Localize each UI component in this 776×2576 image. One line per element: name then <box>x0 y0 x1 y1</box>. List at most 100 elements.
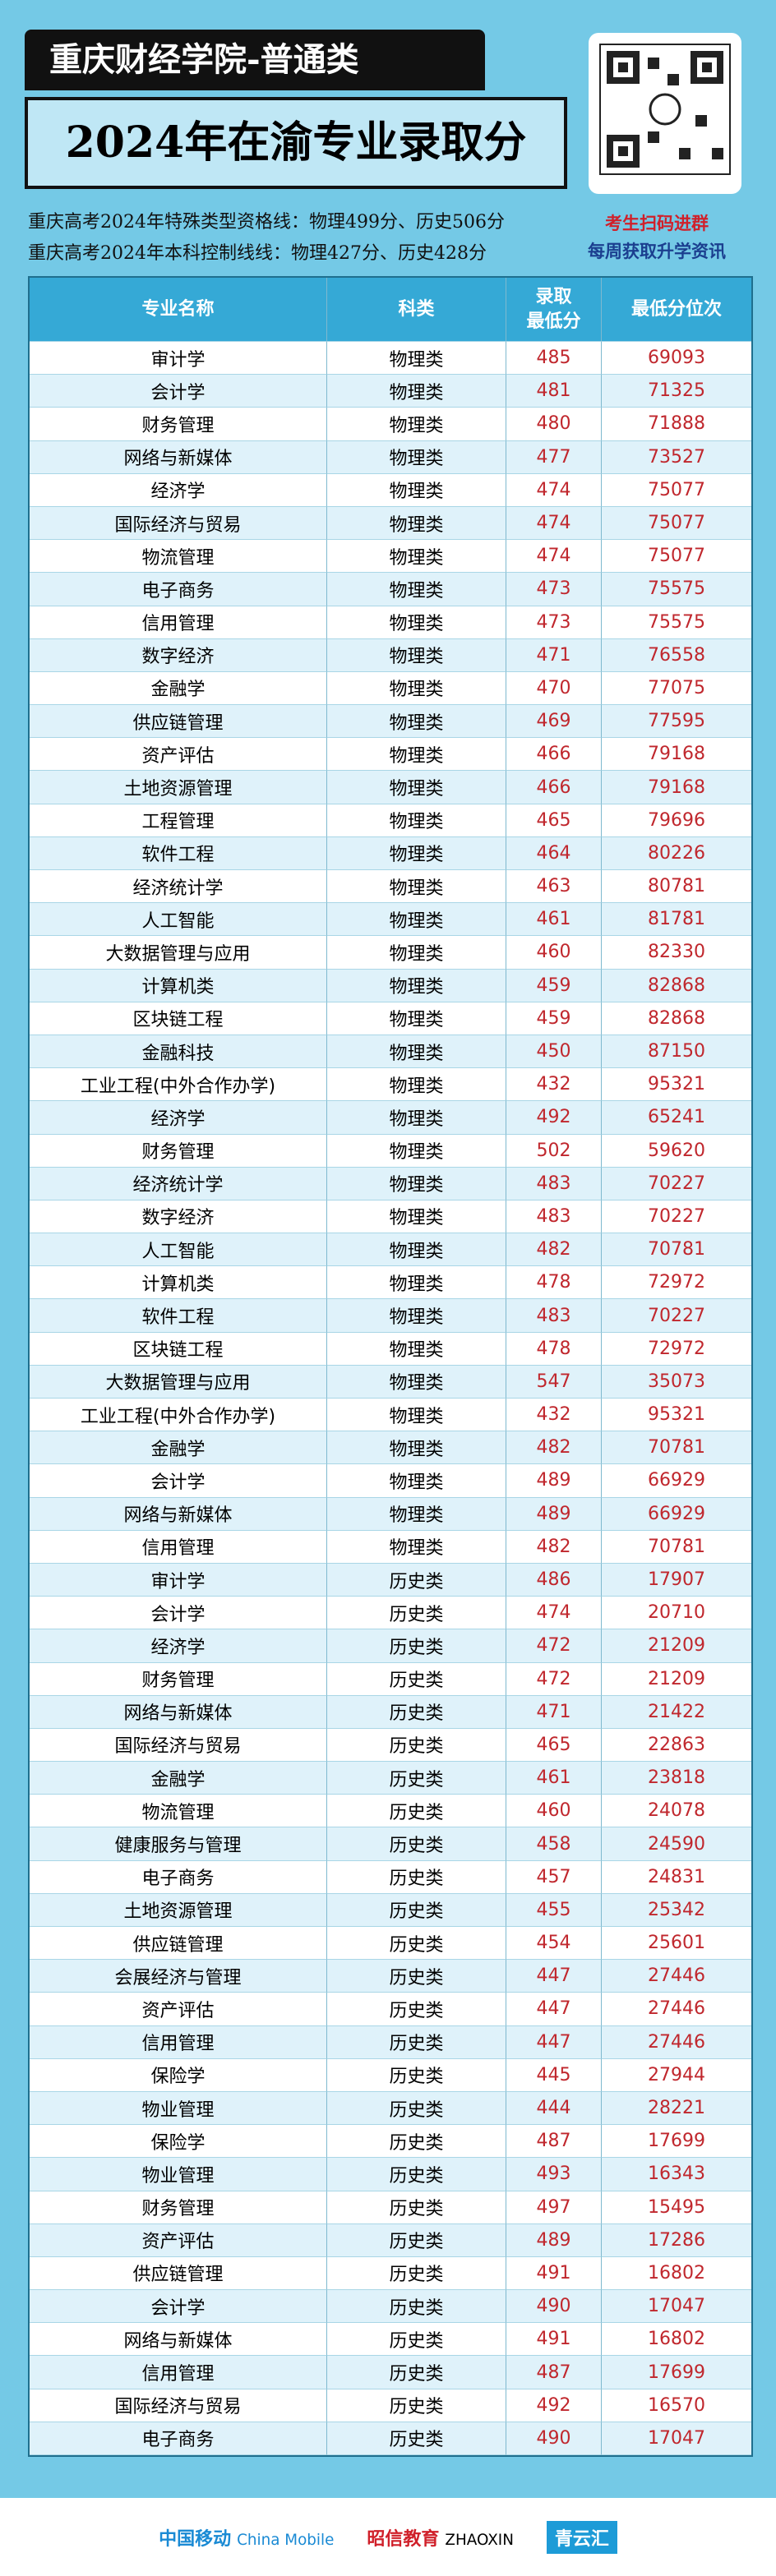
cell: 469 <box>506 705 602 739</box>
table-row: 金融学 物理类 470 77075 <box>30 671 751 706</box>
table-row: 供应链管理 历史类 454 25601 <box>30 1927 751 1961</box>
cell: 供应链管理 <box>30 2256 327 2291</box>
cell: 供应链管理 <box>30 705 327 739</box>
logo-text: 昭信教育 <box>367 2528 440 2550</box>
cell: 网络与新媒体 <box>30 1695 327 1729</box>
table-row: 财务管理 历史类 472 21209 <box>30 1662 751 1696</box>
cell: 471 <box>506 638 602 672</box>
cell: 历史类 <box>327 1597 506 1630</box>
cell: 447 <box>506 1993 602 2026</box>
cell: 历史类 <box>327 1629 506 1663</box>
table-row: 电子商务 历史类 490 17047 <box>30 2422 751 2455</box>
footer: 中国移动 China Mobile 昭信教育 ZHAOXIN 青云汇 <box>0 2498 776 2576</box>
cell: 474 <box>506 473 602 507</box>
cell: 物业管理 <box>30 2158 327 2191</box>
cell: 物理类 <box>327 1464 506 1498</box>
cell: 物流管理 <box>30 540 327 574</box>
cell: 432 <box>506 1068 602 1102</box>
cell: 461 <box>506 1762 602 1795</box>
cell: 历史类 <box>327 1762 506 1795</box>
table-row: 会展经济与管理 历史类 447 27446 <box>30 1960 751 1993</box>
cell: 物理类 <box>327 573 506 606</box>
cell: 健康服务与管理 <box>30 1827 327 1861</box>
cell: 数字经济 <box>30 1200 327 1234</box>
cell: 82868 <box>602 1002 751 1035</box>
cell: 资产评估 <box>30 2223 327 2257</box>
cell: 461 <box>506 903 602 937</box>
cell: 物理类 <box>327 342 506 376</box>
cell: 79696 <box>602 804 751 837</box>
cell: 491 <box>506 2323 602 2357</box>
table-row: 经济学 物理类 492 65241 <box>30 1101 751 1135</box>
table-row: 资产评估 历史类 447 27446 <box>30 1993 751 2026</box>
cell: 人工智能 <box>30 903 327 937</box>
cell: 保险学 <box>30 2058 327 2092</box>
cell: 物理类 <box>327 375 506 408</box>
cell: 485 <box>506 342 602 376</box>
cell: 物理类 <box>327 903 506 937</box>
cell: 物理类 <box>327 1233 506 1267</box>
cell: 465 <box>506 1728 602 1763</box>
table-row: 区块链工程 物理类 459 82868 <box>30 1002 751 1035</box>
cell: 物理类 <box>327 540 506 574</box>
cell: 79168 <box>602 738 751 772</box>
logo-text: 中国移动 <box>159 2528 232 2550</box>
table-row: 健康服务与管理 历史类 458 24590 <box>30 1827 751 1861</box>
cell: 447 <box>506 1960 602 1993</box>
cell: 历史类 <box>327 2290 506 2324</box>
cell: 465 <box>506 804 602 837</box>
cell: 历史类 <box>327 1563 506 1597</box>
table-row: 会计学 历史类 490 17047 <box>30 2290 751 2324</box>
table-row: 工业工程(中外合作办学) 物理类 432 95321 <box>30 1399 751 1432</box>
cell: 35073 <box>602 1366 751 1399</box>
cell: 24831 <box>602 1861 751 1894</box>
cell: 软件工程 <box>30 1299 327 1333</box>
cell: 会计学 <box>30 375 327 408</box>
cell: 网络与新媒体 <box>30 440 327 474</box>
cell: 70227 <box>602 1168 751 1200</box>
cell: 历史类 <box>327 1662 506 1696</box>
cell: 土地资源管理 <box>30 1893 327 1927</box>
cell: 492 <box>506 1101 602 1135</box>
table-row: 保险学 历史类 487 17699 <box>30 2125 751 2159</box>
cell: 保险学 <box>30 2125 327 2159</box>
logo-text: 中国移动 China Mobile <box>159 2524 334 2551</box>
cell: 财务管理 <box>30 1134 327 1168</box>
cell: 17699 <box>602 2125 751 2159</box>
cell: 信用管理 <box>30 2356 327 2389</box>
cell: 95321 <box>602 1068 751 1102</box>
cell: 483 <box>506 1299 602 1333</box>
cell: 87150 <box>602 1035 751 1069</box>
table: 专业名称 科类 录取 最低分 最低分位次 审计学 物理类 485 69093 会计学 物理类 481… <box>28 276 753 2457</box>
cell: 财务管理 <box>30 1662 327 1696</box>
table-row: 经济学 历史类 472 21209 <box>30 1629 751 1663</box>
table-row: 工程管理 物理类 465 79696 <box>30 804 751 837</box>
cell: 66929 <box>602 1464 751 1498</box>
qr-caption: 每周获取升学资讯 <box>588 242 726 261</box>
table-row: 经济统计学 物理类 463 80781 <box>30 870 751 904</box>
cell: 会展经济与管理 <box>30 1960 327 1993</box>
cell: 大数据管理与应用 <box>30 1365 327 1399</box>
cell: 24078 <box>602 1795 751 1828</box>
cell: 工业工程(中外合作办学) <box>30 1399 327 1432</box>
table-row: 网络与新媒体 物理类 489 66929 <box>30 1497 751 1531</box>
cell: 547 <box>506 1365 602 1399</box>
cell: 网络与新媒体 <box>30 1497 327 1531</box>
table-row: 国际经济与贸易 历史类 492 16570 <box>30 2389 751 2422</box>
cell: 16343 <box>602 2158 751 2191</box>
cell: 经济统计学 <box>30 1167 327 1200</box>
table-row: 工业工程(中外合作办学) 物理类 432 95321 <box>30 1068 751 1102</box>
cell: 历史类 <box>327 2389 506 2422</box>
cell: 物理类 <box>327 606 506 639</box>
cell: 81781 <box>602 903 751 937</box>
cell: 金融科技 <box>30 1035 327 1069</box>
table-row: 大数据管理与应用 物理类 460 82330 <box>30 936 751 970</box>
table-row: 财务管理 物理类 502 59620 <box>30 1134 751 1168</box>
cell: 82868 <box>602 970 751 1002</box>
cell: 信用管理 <box>30 2025 327 2059</box>
cell: 物理类 <box>327 1365 506 1399</box>
cell: 网络与新媒体 <box>30 2323 327 2357</box>
cell: 470 <box>506 671 602 706</box>
cell: 区块链工程 <box>30 1002 327 1035</box>
